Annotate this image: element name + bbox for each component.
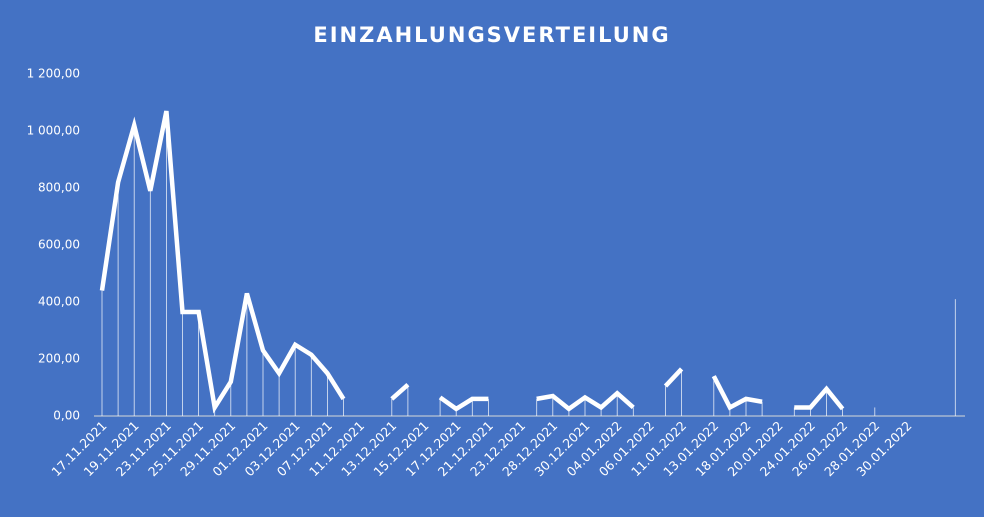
y-tick-label: 800,00 [38, 181, 80, 195]
y-tick-label: 1 000,00 [27, 124, 80, 138]
line-series [99, 110, 845, 414]
y-tick-label: 1 200,00 [27, 67, 80, 81]
y-tick-label: 600,00 [38, 238, 80, 252]
y-tick-label: 400,00 [38, 295, 80, 309]
chart-title: EINZAHLUNGSVERTEILUNG [313, 23, 670, 47]
y-tick-label: 200,00 [38, 352, 80, 366]
y-tick-label: 0,00 [53, 409, 80, 423]
